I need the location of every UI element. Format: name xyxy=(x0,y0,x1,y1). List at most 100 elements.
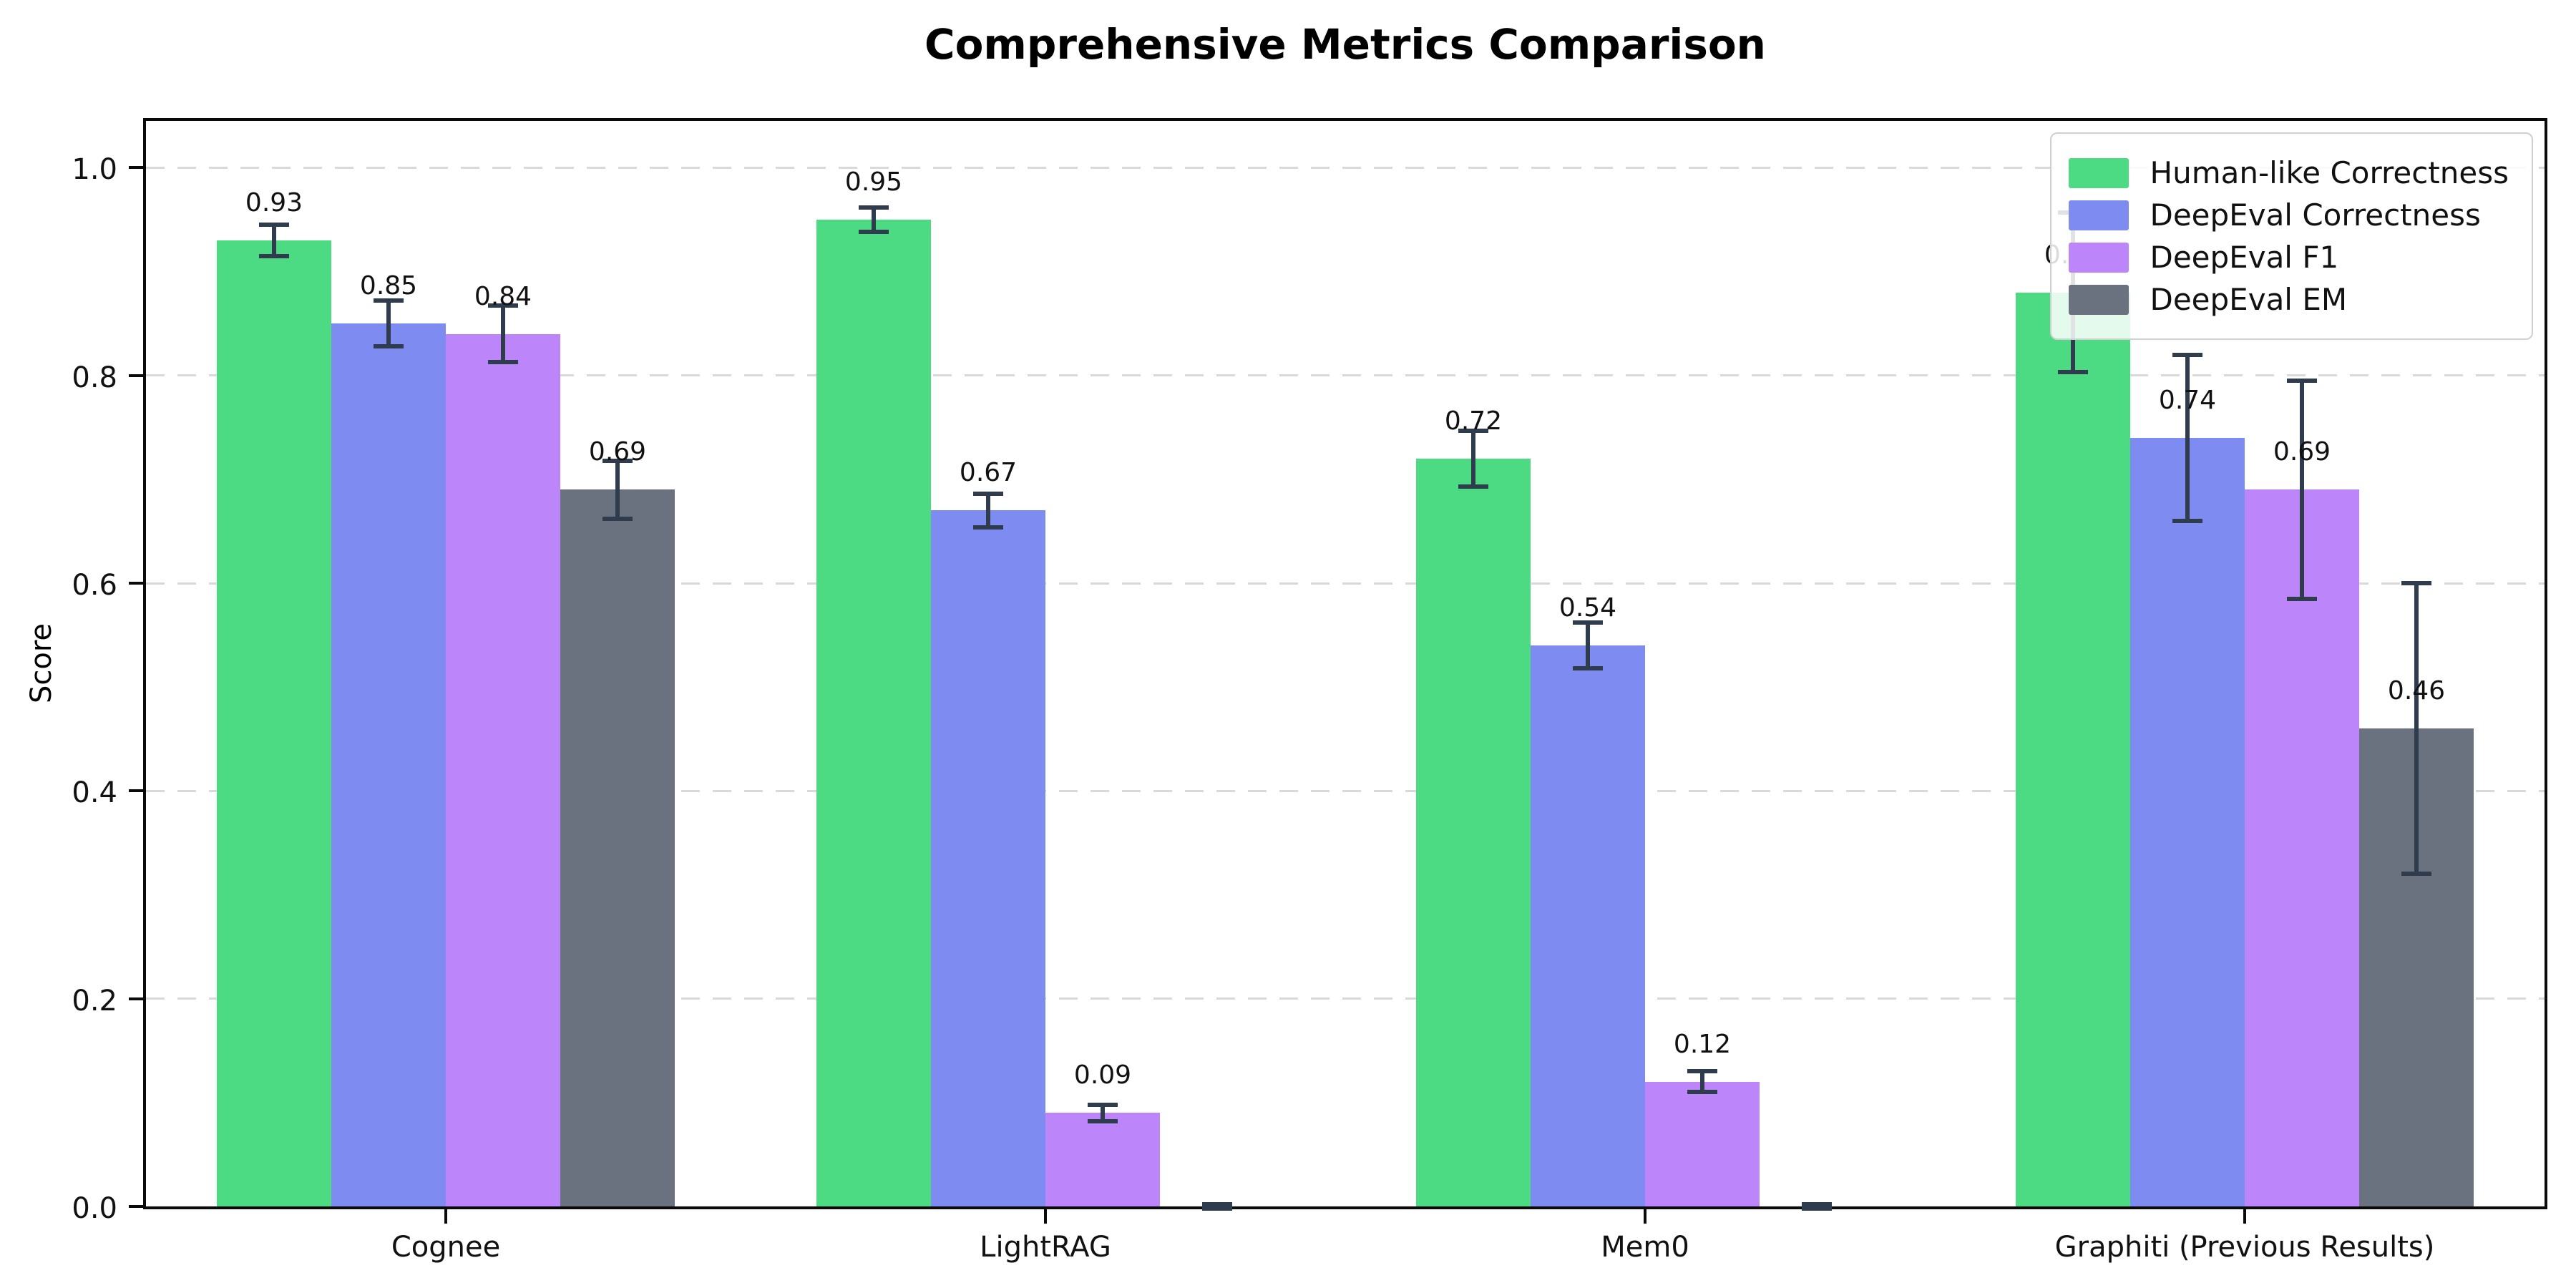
value-label: 0.69 xyxy=(2273,437,2331,467)
error-bar-cap xyxy=(1573,620,1603,625)
error-bar-cap xyxy=(2287,378,2317,383)
error-bar-cap xyxy=(2287,596,2317,601)
error-bar xyxy=(1586,623,1590,669)
error-bar-cap xyxy=(2058,370,2088,375)
value-label: 0.09 xyxy=(1073,1060,1132,1091)
x-tick-label-1: Cognee xyxy=(391,1231,501,1264)
y-tick-label: 0.2 xyxy=(72,984,117,1018)
legend-item-4: DeepEval EM xyxy=(2068,282,2509,317)
chart-title: Comprehensive Metrics Comparison xyxy=(924,20,1766,69)
error-bar-cap xyxy=(859,205,889,210)
legend-label: DeepEval F1 xyxy=(2150,240,2339,275)
error-bar-cap xyxy=(1202,1206,1232,1211)
y-tick-label: 0.8 xyxy=(72,361,117,394)
error-bar xyxy=(615,460,620,519)
bar-2-series-2 xyxy=(931,510,1045,1206)
error-bar-cap xyxy=(1458,428,1488,433)
error-bar-cap xyxy=(2172,518,2202,523)
error-bar-cap xyxy=(1088,1102,1118,1107)
legend-item-1: Human-like Correctness xyxy=(2068,155,2509,190)
gridline-y-0.8 xyxy=(146,374,2545,377)
error-bar-cap xyxy=(1802,1202,1832,1207)
value-label: 0.85 xyxy=(359,271,418,301)
value-label: 0.72 xyxy=(1444,406,1503,436)
bar-4-series-2 xyxy=(2130,437,2245,1206)
y-axis-label: Score xyxy=(25,623,58,704)
error-bar-cap xyxy=(374,344,404,349)
bar-1-series-3 xyxy=(446,333,560,1206)
x-tick xyxy=(2243,1209,2246,1224)
y-tick xyxy=(129,1205,143,1208)
error-bar-cap xyxy=(602,517,633,521)
x-tick-label-4: Graphiti (Previous Results) xyxy=(2054,1231,2435,1264)
error-bar-cap xyxy=(2401,581,2431,585)
legend-swatch-icon xyxy=(2068,242,2129,273)
error-bar xyxy=(1700,1071,1704,1093)
error-bar-cap xyxy=(859,230,889,235)
error-bar-cap xyxy=(1458,484,1488,489)
error-bar-cap xyxy=(1687,1069,1717,1074)
error-bar xyxy=(986,494,990,527)
legend: Human-like Correctness DeepEval Correctne… xyxy=(2049,132,2533,340)
x-tick xyxy=(1644,1209,1646,1224)
bar-4-series-1 xyxy=(2016,292,2130,1206)
error-bar xyxy=(2414,583,2419,874)
bar-3-series-3 xyxy=(1645,1081,1760,1206)
error-bar-cap xyxy=(1088,1118,1118,1123)
bar-1-series-4 xyxy=(560,489,675,1206)
y-tick-label: 0.6 xyxy=(72,569,117,602)
value-label: 0.69 xyxy=(588,437,647,467)
error-bar-cap xyxy=(1202,1202,1232,1207)
error-bar-cap xyxy=(259,223,289,228)
bar-2-series-1 xyxy=(816,219,931,1206)
bar-2-series-3 xyxy=(1045,1113,1160,1206)
error-bar xyxy=(1471,430,1475,487)
bar-3-series-2 xyxy=(1531,645,1645,1206)
error-bar xyxy=(872,207,876,233)
y-tick-label: 0.0 xyxy=(72,1192,117,1225)
error-bar-cap xyxy=(374,298,404,303)
legend-label: DeepEval Correctness xyxy=(2150,197,2481,233)
error-bar xyxy=(386,301,391,347)
x-tick xyxy=(444,1209,447,1224)
error-bar-cap xyxy=(2172,352,2202,357)
legend-swatch-icon xyxy=(2068,157,2129,188)
error-bar-cap xyxy=(602,458,633,463)
value-label: 0.12 xyxy=(1673,1029,1732,1059)
error-bar-cap xyxy=(973,525,1003,530)
value-label: 0.74 xyxy=(2158,385,2217,415)
gridline-y-0.6 xyxy=(146,582,2545,585)
error-bar-cap xyxy=(1573,666,1603,671)
value-label: 0.93 xyxy=(245,188,303,218)
y-tick xyxy=(129,582,143,585)
y-tick xyxy=(129,374,143,377)
value-label: 0.54 xyxy=(1558,593,1617,623)
bar-4-series-3 xyxy=(2245,489,2359,1206)
y-tick xyxy=(129,789,143,793)
value-label: 0.46 xyxy=(2387,676,2446,706)
x-tick-label-3: Mem0 xyxy=(1601,1231,1689,1264)
value-label: 0.84 xyxy=(474,281,532,311)
legend-swatch-icon xyxy=(2068,200,2129,230)
y-tick-label: 0.4 xyxy=(72,776,117,810)
error-bar-cap xyxy=(1687,1090,1717,1095)
legend-item-3: DeepEval F1 xyxy=(2068,240,2509,275)
error-bar-cap xyxy=(259,253,289,258)
bar-3-series-1 xyxy=(1416,458,1531,1206)
legend-label: Human-like Correctness xyxy=(2150,155,2509,190)
y-tick xyxy=(129,997,143,1000)
error-bar-cap xyxy=(488,303,518,308)
value-label: 0.67 xyxy=(959,458,1018,488)
error-bar xyxy=(2185,354,2190,521)
y-tick xyxy=(129,166,143,170)
error-bar xyxy=(272,225,276,256)
error-bar-cap xyxy=(973,492,1003,497)
gridline-y-0.2 xyxy=(146,997,2545,1000)
value-label: 0.95 xyxy=(844,167,903,197)
y-tick-label: 1.0 xyxy=(72,153,117,187)
x-tick xyxy=(1044,1209,1047,1224)
gridline-y-1.0 xyxy=(146,166,2545,169)
error-bar xyxy=(501,306,505,362)
bar-1-series-2 xyxy=(331,323,446,1206)
